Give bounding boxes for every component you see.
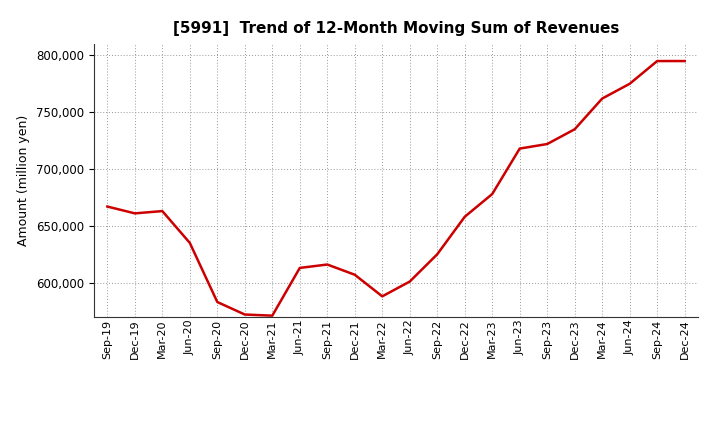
Title: [5991]  Trend of 12-Month Moving Sum of Revenues: [5991] Trend of 12-Month Moving Sum of R…: [173, 21, 619, 36]
Y-axis label: Amount (million yen): Amount (million yen): [17, 115, 30, 246]
